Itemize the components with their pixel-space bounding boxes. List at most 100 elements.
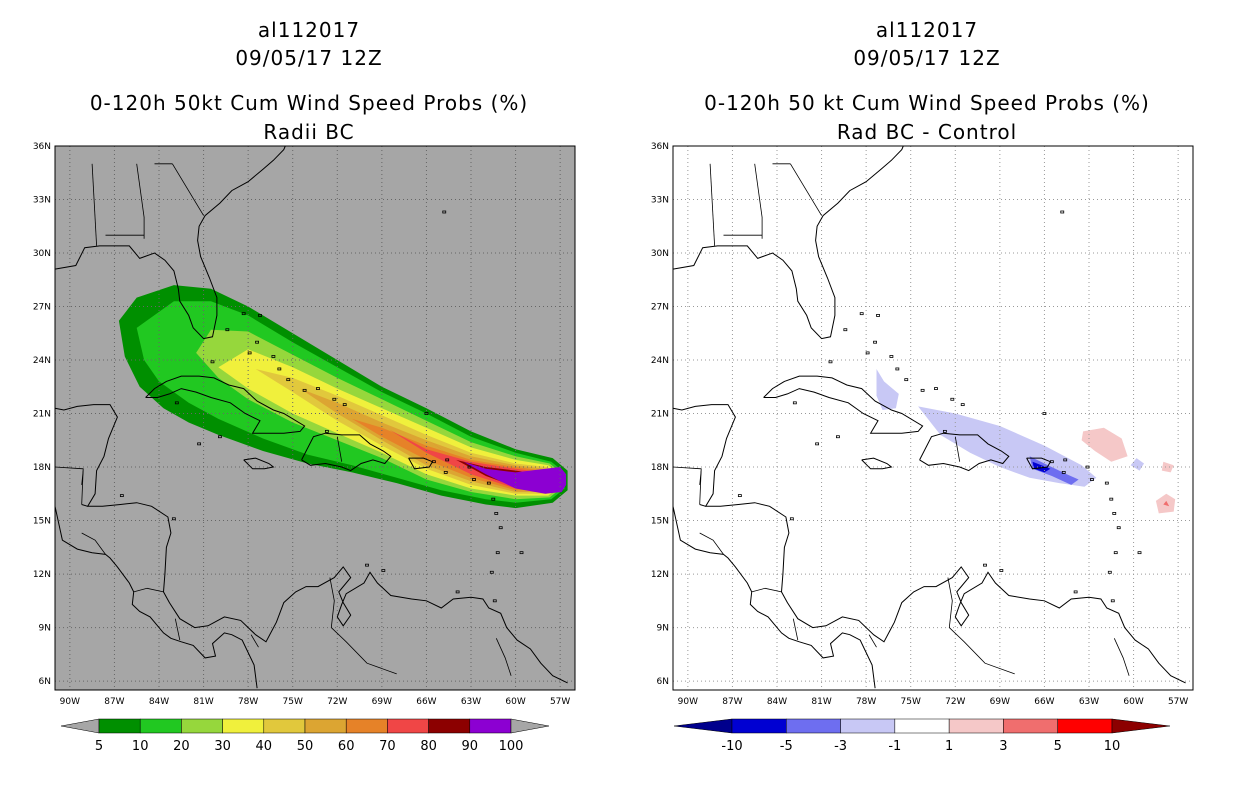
lat-tick-label: 21N (33, 410, 51, 420)
border-line (250, 634, 259, 648)
island (1107, 570, 1112, 574)
island (737, 494, 742, 497)
lon-tick-label: 63W (461, 697, 481, 707)
colorbar-label: 90 (462, 739, 479, 754)
border-line (699, 532, 724, 555)
probability-contour (463, 461, 567, 494)
island (859, 312, 864, 316)
lon-tick-label: 84W (149, 697, 169, 707)
lon-tick-label: 63W (1079, 697, 1099, 707)
island (1104, 481, 1109, 485)
colorbar-label: 60 (338, 739, 355, 754)
colorbar-label: 3 (999, 739, 1007, 754)
right-map-panel: al112017 09/05/17 12Z 0-120h 50 kt Cum W… (618, 0, 1236, 800)
border-line (133, 587, 164, 593)
lon-tick-label: 66W (416, 697, 436, 707)
island (443, 470, 448, 474)
island (865, 351, 870, 355)
colorbar-label: 80 (420, 739, 437, 754)
map-border (672, 145, 1194, 691)
difference-contour (1163, 500, 1170, 507)
border-line (174, 618, 181, 641)
probability-map: 36N 33N 30N 27N 24N 21N 18N 15N 12N 9N 6N 90W 87W 84W… (33, 142, 576, 754)
island (119, 494, 124, 497)
colorbar-swatch (894, 718, 950, 734)
island (241, 312, 246, 316)
colorbar-swatch (469, 718, 512, 734)
lon-tick-label: 78W (238, 697, 258, 707)
island (332, 397, 337, 401)
island (843, 328, 848, 332)
island (495, 551, 500, 555)
island (277, 367, 282, 371)
coastline (699, 504, 706, 507)
map-overlay: 36N 33N 30N 27N 24N 21N 18N 15N 12N 9N 6N 90W 87W 84W… (651, 142, 1194, 707)
island (489, 570, 494, 574)
coastline (672, 145, 904, 340)
difference-contour (1029, 456, 1079, 485)
lat-tick-label: 6N (657, 677, 669, 687)
island (498, 526, 503, 530)
island (876, 314, 880, 317)
lon-tick-label: 66W (1034, 697, 1054, 707)
island (271, 355, 276, 358)
lon-tick-label: 81W (811, 697, 831, 707)
island (324, 429, 329, 433)
lon-tick-label: 60W (1123, 697, 1143, 707)
difference-contour (1081, 427, 1128, 462)
island (983, 563, 987, 567)
island (1060, 210, 1065, 214)
island (1073, 590, 1078, 594)
difference-colorbar: -10 -5 -3 -1 1 3 5 10 (673, 718, 1171, 754)
island (836, 435, 840, 439)
island (381, 569, 386, 572)
coastline (763, 375, 924, 434)
difference-contour (876, 369, 899, 410)
colorbar-label: 30 (214, 739, 231, 754)
colorbar-swatch (345, 718, 388, 734)
coastline (243, 457, 275, 470)
date-title: 09/05/17 12Z (853, 46, 1001, 70)
lat-tick-label: 27N (33, 303, 51, 313)
lat-tick-label: 24N (33, 356, 51, 366)
map-overlay: 36N 33N 30N 27N 24N 21N 18N 15N 12N 9N 6N 90W 87W 84W… (33, 142, 576, 707)
border-line (754, 163, 763, 236)
island (197, 442, 202, 446)
border-line (81, 532, 106, 555)
island (247, 351, 252, 355)
colorbar-label: 100 (499, 739, 524, 754)
colorbar-label: 5 (95, 739, 103, 754)
date-title: 09/05/17 12Z (235, 46, 383, 70)
lat-tick-label: 12N (33, 570, 51, 580)
island (895, 367, 900, 371)
lat-tick-label: 27N (651, 303, 669, 313)
lat-tick-label: 30N (33, 249, 51, 259)
border-line (699, 470, 702, 485)
border-line (81, 470, 84, 485)
lat-tick-label: 30N (651, 249, 669, 259)
island (174, 401, 179, 405)
colorbar-label: -3 (834, 739, 847, 754)
island (789, 517, 794, 521)
product-title: 0-120h 50 kt Cum Wind Speed Probs (%) (704, 91, 1150, 115)
colorbar-high-arrow (510, 718, 550, 734)
island (999, 569, 1004, 572)
map-border (54, 145, 576, 691)
island (828, 360, 833, 364)
island (472, 478, 476, 481)
lon-tick-label: 57W (550, 697, 570, 707)
colorbar-swatch (786, 718, 841, 734)
border-line (54, 466, 84, 505)
lon-tick-label: 72W (945, 697, 965, 707)
left-map-panel: al112017 09/05/17 12Z 0-120h 50kt Cum Wi… (33, 18, 576, 754)
lat-tick-label: 24N (651, 356, 669, 366)
lon-tick-label: 69W (372, 697, 392, 707)
island (1116, 526, 1121, 530)
island (1113, 551, 1118, 555)
lat-tick-label: 21N (651, 410, 669, 420)
lat-tick-label: 12N (651, 570, 669, 580)
probability-swath (118, 285, 568, 509)
experiment-title: Radii BC (263, 120, 355, 144)
colorbar-swatch (263, 718, 306, 734)
colorbar-label: 10 (1104, 739, 1121, 754)
